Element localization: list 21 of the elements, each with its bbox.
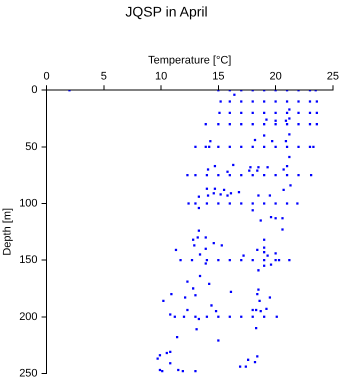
- y-tick-label: 0: [31, 84, 38, 96]
- x-tick-label: 10: [154, 70, 168, 83]
- point: [179, 258, 182, 262]
- x-tick-label: 25: [326, 70, 340, 83]
- y-tick-label: 50: [25, 140, 38, 153]
- x-tick-label: 5: [100, 70, 107, 83]
- chart-title: JQSP in April: [125, 3, 208, 20]
- x-tick-label: 20: [269, 70, 282, 83]
- y-axis-title: Depth [m]: [2, 208, 14, 256]
- y-tick-label: 250: [19, 367, 38, 380]
- point: [296, 202, 299, 205]
- point: [278, 258, 280, 262]
- y-tick-label: 200: [19, 310, 38, 323]
- x-tick-label: 0: [43, 70, 50, 83]
- point: [274, 258, 277, 262]
- x-axis-title: Temperature [°C]: [148, 54, 232, 66]
- point: [190, 258, 194, 262]
- x-tick-label: 15: [212, 70, 224, 83]
- y-tick-label: 100: [19, 198, 38, 210]
- point: [206, 258, 208, 262]
- y-tick-label: 150: [19, 254, 38, 266]
